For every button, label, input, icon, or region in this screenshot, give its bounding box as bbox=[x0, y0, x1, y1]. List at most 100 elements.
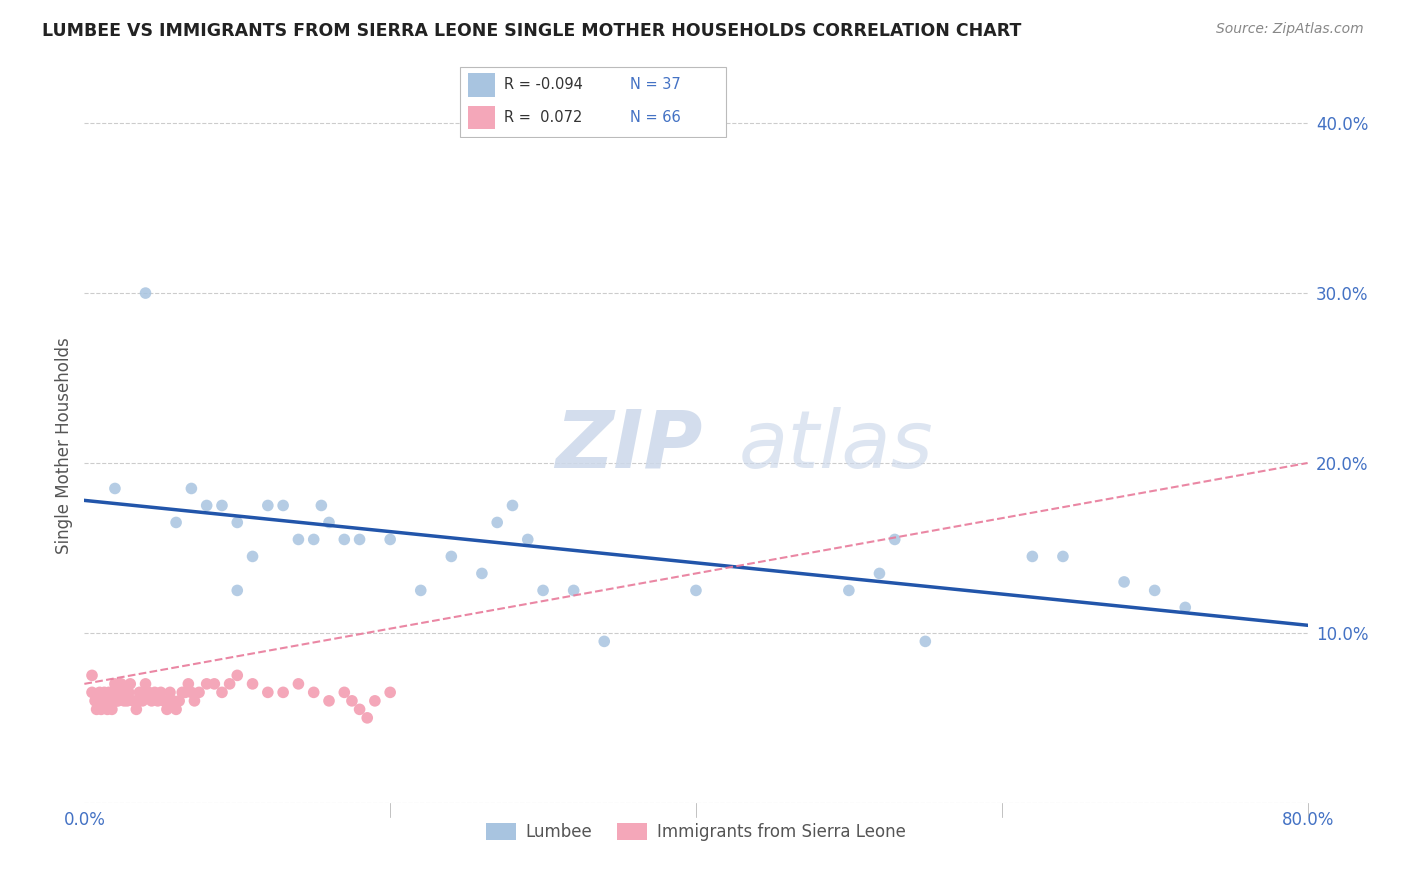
Point bbox=[103, 685, 125, 699]
Point bbox=[349, 702, 371, 716]
Point bbox=[302, 533, 325, 547]
Point bbox=[380, 533, 402, 547]
Point bbox=[165, 516, 187, 530]
Point bbox=[91, 694, 114, 708]
Point bbox=[502, 499, 524, 513]
Point bbox=[318, 516, 340, 530]
Point bbox=[135, 677, 157, 691]
Point bbox=[174, 685, 197, 699]
Point bbox=[883, 533, 905, 547]
Point bbox=[143, 685, 166, 699]
Point bbox=[486, 516, 509, 530]
Point bbox=[97, 685, 120, 699]
Point bbox=[593, 634, 616, 648]
Point bbox=[287, 533, 309, 547]
Point bbox=[146, 694, 169, 708]
Point bbox=[107, 694, 129, 708]
Point bbox=[531, 583, 554, 598]
Point bbox=[118, 685, 141, 699]
Text: N = 66: N = 66 bbox=[630, 111, 681, 125]
Point bbox=[101, 702, 124, 716]
Point bbox=[177, 677, 200, 691]
Point bbox=[89, 694, 111, 708]
Y-axis label: Single Mother Households: Single Mother Households bbox=[55, 338, 73, 554]
Point bbox=[153, 694, 176, 708]
Point bbox=[242, 549, 264, 564]
Point bbox=[87, 694, 110, 708]
Point bbox=[1174, 600, 1197, 615]
Point bbox=[257, 499, 280, 513]
Point bbox=[162, 694, 184, 708]
Point bbox=[138, 685, 160, 699]
Point bbox=[685, 583, 707, 598]
Point bbox=[105, 694, 128, 708]
Point bbox=[257, 685, 280, 699]
Point bbox=[318, 694, 340, 708]
Text: LUMBEE VS IMMIGRANTS FROM SIERRA LEONE SINGLE MOTHER HOUSEHOLDS CORRELATION CHAR: LUMBEE VS IMMIGRANTS FROM SIERRA LEONE S… bbox=[42, 22, 1022, 40]
Point bbox=[333, 533, 356, 547]
Point bbox=[271, 499, 294, 513]
Point bbox=[562, 583, 585, 598]
Point bbox=[159, 685, 181, 699]
Point bbox=[131, 694, 153, 708]
Point bbox=[1143, 583, 1166, 598]
Text: Source: ZipAtlas.com: Source: ZipAtlas.com bbox=[1216, 22, 1364, 37]
Point bbox=[180, 685, 202, 699]
Point bbox=[110, 677, 132, 691]
Point bbox=[218, 677, 240, 691]
Point bbox=[135, 286, 157, 301]
Point bbox=[149, 685, 172, 699]
Point bbox=[115, 694, 138, 708]
Point bbox=[349, 533, 371, 547]
Point bbox=[180, 482, 202, 496]
Point bbox=[340, 694, 363, 708]
Point bbox=[125, 702, 148, 716]
Point bbox=[114, 685, 136, 699]
Text: N = 37: N = 37 bbox=[630, 78, 681, 93]
Point bbox=[89, 685, 111, 699]
Text: R = -0.094: R = -0.094 bbox=[503, 78, 582, 93]
Point bbox=[226, 668, 249, 682]
Point bbox=[242, 677, 264, 691]
Point bbox=[869, 566, 891, 581]
Point bbox=[93, 685, 115, 699]
Point bbox=[226, 516, 249, 530]
Point bbox=[111, 685, 134, 699]
Point bbox=[333, 685, 356, 699]
Point bbox=[226, 583, 249, 598]
Text: atlas: atlas bbox=[738, 407, 934, 485]
Point bbox=[172, 685, 194, 699]
Point bbox=[1021, 549, 1043, 564]
Point bbox=[94, 694, 117, 708]
Point bbox=[1114, 574, 1136, 589]
Point bbox=[409, 583, 432, 598]
Point bbox=[90, 702, 112, 716]
Point bbox=[104, 677, 127, 691]
Point bbox=[120, 677, 142, 691]
Point bbox=[195, 677, 218, 691]
Point bbox=[104, 482, 127, 496]
Point bbox=[84, 694, 107, 708]
Point bbox=[311, 499, 333, 513]
Point bbox=[838, 583, 860, 598]
Point bbox=[141, 694, 163, 708]
Point bbox=[914, 634, 936, 648]
Point bbox=[1052, 549, 1074, 564]
Point bbox=[356, 711, 378, 725]
Point bbox=[108, 685, 131, 699]
Point bbox=[96, 702, 118, 716]
Bar bbox=[468, 73, 495, 96]
Text: ZIP: ZIP bbox=[555, 407, 703, 485]
Legend: Lumbee, Immigrants from Sierra Leone: Lumbee, Immigrants from Sierra Leone bbox=[479, 816, 912, 848]
Point bbox=[165, 702, 187, 716]
Point bbox=[380, 685, 402, 699]
Bar bbox=[468, 106, 495, 129]
Point bbox=[287, 677, 309, 691]
Point bbox=[271, 685, 294, 699]
Point bbox=[440, 549, 463, 564]
Point bbox=[202, 677, 225, 691]
Point bbox=[98, 694, 121, 708]
Point bbox=[80, 668, 103, 682]
Point bbox=[156, 702, 179, 716]
Point bbox=[302, 685, 325, 699]
